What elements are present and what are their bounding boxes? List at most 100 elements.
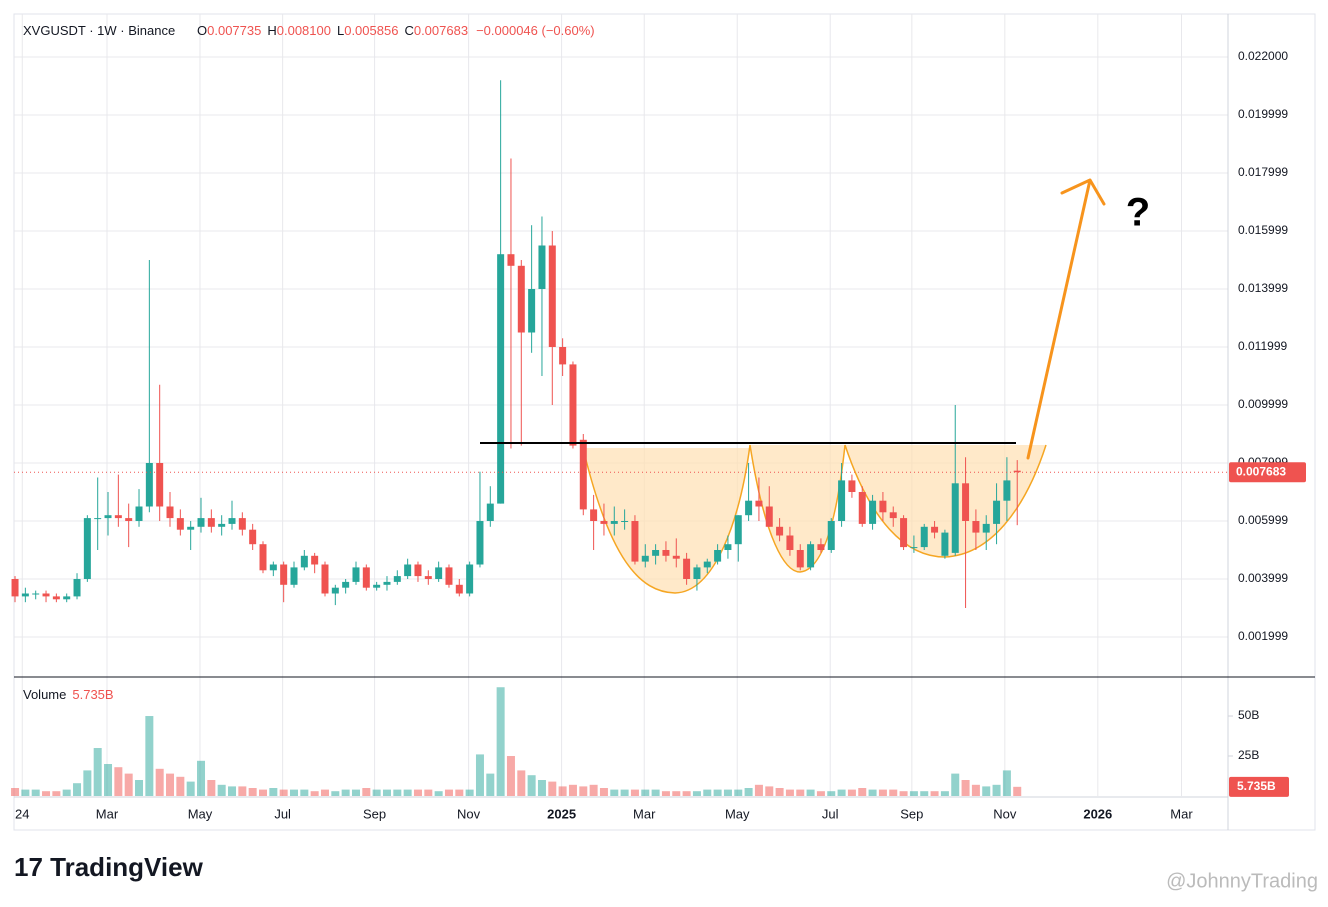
candle-body: [569, 364, 577, 446]
x-tick-label: May: [725, 806, 750, 821]
candle-body: [951, 483, 959, 553]
candle-body: [765, 506, 773, 527]
candle-body: [590, 509, 598, 521]
volume-bar: [62, 789, 71, 796]
candle-body: [786, 535, 794, 550]
volume-bar: [279, 789, 288, 796]
candle-body: [755, 500, 763, 507]
volume-bar: [858, 788, 867, 796]
candle-body: [672, 555, 680, 559]
y-tick-label: 0.017999: [1238, 165, 1288, 179]
volume-bar: [207, 780, 216, 796]
candle-body: [83, 518, 91, 579]
volume-name: Volume: [23, 687, 66, 702]
candle-body: [714, 549, 722, 562]
volume-bar: [692, 791, 701, 796]
logo-mark: 17: [14, 852, 50, 882]
ohlc-key: O: [197, 23, 207, 38]
volume-bar: [951, 773, 960, 796]
y-tick-label: 0.009999: [1238, 397, 1288, 411]
candle-body: [259, 544, 267, 571]
volume-bar: [176, 776, 185, 796]
candle-body: [269, 564, 277, 571]
x-tick-label: 24: [15, 806, 29, 821]
ohlc-value: 0.007735: [207, 23, 261, 38]
candle-body: [941, 532, 949, 556]
candle-body: [435, 567, 443, 579]
candle-body: [145, 462, 153, 507]
volume-bar: [672, 791, 681, 796]
candle-body: [373, 584, 381, 588]
candle-body: [745, 500, 753, 516]
volume-bar: [217, 784, 226, 796]
volume-bar: [517, 770, 526, 796]
volume-bar: [114, 767, 123, 796]
ohlc-legend: O0.007735 H0.008100 L0.005856 C0.007683 −0.0…: [197, 23, 595, 38]
x-tick-label: Mar: [96, 806, 119, 821]
volume-bar: [486, 773, 495, 796]
candle-body: [197, 518, 205, 527]
candle-body: [497, 254, 505, 504]
last-price-box: [1229, 462, 1306, 483]
volume-bar: [723, 789, 732, 796]
volume-bar: [258, 789, 267, 796]
volume-bar: [93, 748, 102, 796]
volume-bar: [21, 789, 30, 796]
volume-bar: [703, 789, 712, 796]
volume-bar: [568, 784, 577, 796]
candle-body: [52, 596, 60, 600]
candle-body: [920, 526, 928, 548]
volume-bar: [930, 791, 939, 796]
volume-current-box: [1229, 776, 1289, 797]
candle-body: [621, 520, 629, 522]
candle-body: [311, 555, 319, 565]
ohlc-text: O0.007735 H0.008100 L0.005856 C0.007683 −0.0…: [197, 23, 595, 38]
candle-body: [238, 518, 246, 530]
volume-bar: [899, 791, 908, 796]
candle-body: [156, 462, 164, 507]
candle-body: [734, 515, 742, 545]
x-tick-label: Sep: [900, 806, 923, 821]
candle-body: [228, 518, 236, 524]
volume-bar: [537, 780, 546, 796]
chart-frame: [13, 13, 1316, 831]
volume-bar: [496, 687, 505, 796]
candle-body: [11, 578, 19, 597]
y-tick-label: 0.005999: [1238, 513, 1288, 527]
volume-bar: [186, 781, 195, 796]
candle-body: [1003, 480, 1011, 501]
candle-body: [838, 480, 846, 521]
candle-body: [631, 520, 639, 562]
volume-bar: [558, 786, 567, 796]
volume-bar: [135, 780, 144, 796]
candle-body: [63, 596, 71, 600]
question-mark: ?: [1126, 191, 1150, 235]
candle-body: [931, 526, 939, 533]
logo-text: TradingView: [50, 852, 203, 882]
candle-body: [362, 567, 370, 588]
volume-bar: [775, 788, 784, 796]
x-tick-label: Jul: [822, 806, 839, 821]
y-tick-label: 0.015999: [1238, 223, 1288, 237]
candle-body: [404, 564, 412, 577]
candle-body: [548, 245, 556, 348]
candle-body: [1013, 470, 1021, 473]
volume-bar: [104, 764, 113, 796]
candle-body: [900, 518, 908, 548]
volume-bar: [506, 756, 515, 796]
x-tick-label: May: [188, 806, 213, 821]
candle-body: [383, 581, 391, 585]
candle-body: [693, 567, 701, 579]
candle-body: [683, 558, 691, 579]
candle-body: [249, 529, 257, 545]
candle-body: [424, 576, 432, 579]
candle-body: [218, 523, 226, 527]
candle-body: [352, 567, 360, 582]
ohlc-value: 0.007683: [414, 23, 468, 38]
volume-bar: [796, 789, 805, 796]
x-tick-label: 2025: [547, 806, 576, 821]
volume-bar: [393, 789, 402, 796]
volume-bar: [1013, 786, 1022, 796]
volume-bar: [713, 789, 722, 796]
